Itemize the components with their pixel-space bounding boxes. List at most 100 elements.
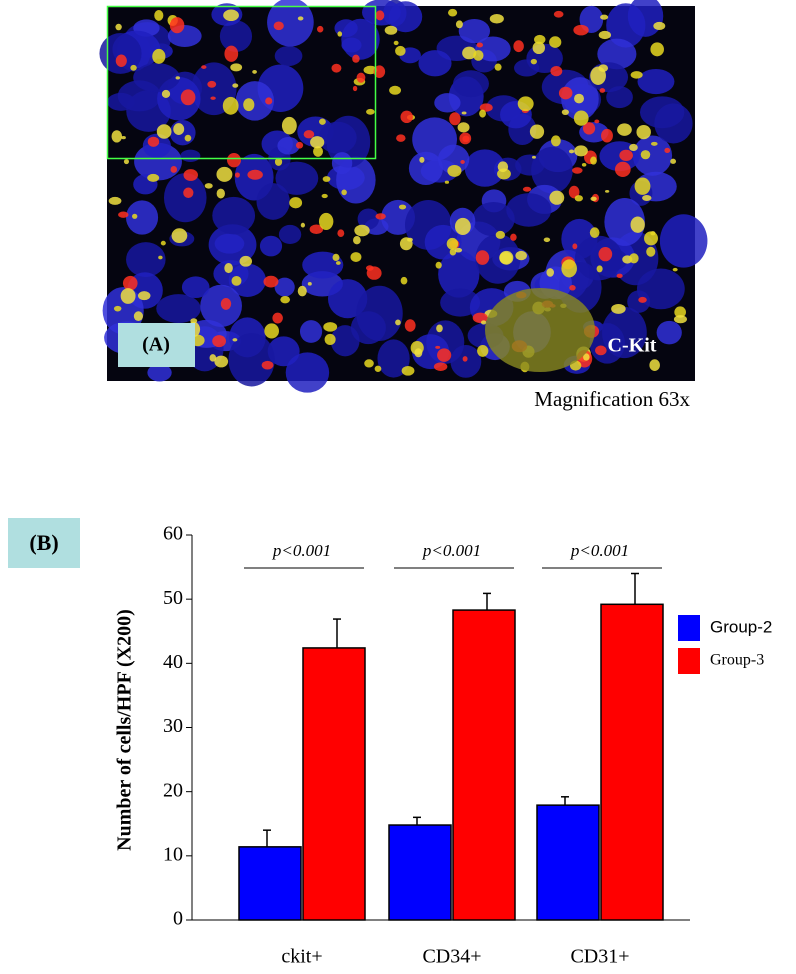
y-axis-label: Number of cells/HPF (X200) (114, 609, 136, 851)
cell (173, 123, 185, 136)
cell (235, 81, 275, 121)
cell (627, 290, 651, 313)
cell (630, 216, 645, 233)
cell (321, 193, 328, 199)
cell (274, 277, 295, 297)
cell (494, 63, 502, 71)
cell (549, 36, 562, 48)
significance-label: p<0.001 (570, 541, 629, 560)
cell (653, 21, 666, 31)
cell (604, 197, 645, 246)
cell (568, 185, 580, 199)
cell (418, 50, 452, 77)
cell (408, 151, 444, 185)
cell (161, 89, 171, 98)
cell (289, 197, 303, 209)
cell (672, 267, 678, 272)
cell (171, 228, 188, 244)
cell (247, 169, 263, 180)
x-tick-label: CD34+ (422, 946, 481, 968)
bar (536, 804, 600, 921)
cell (629, 143, 638, 152)
cell (272, 312, 283, 324)
cell (506, 193, 552, 227)
cell (517, 96, 534, 112)
cell (589, 227, 600, 238)
cell (227, 153, 241, 168)
cell (222, 96, 239, 115)
cell (497, 161, 509, 173)
cell (649, 359, 660, 371)
cell (447, 8, 458, 17)
cell (243, 98, 255, 112)
cell (583, 353, 590, 361)
cell (617, 123, 632, 136)
cell (184, 134, 192, 142)
cell (375, 213, 386, 220)
cell (454, 247, 463, 253)
cell (489, 13, 504, 24)
cell (353, 236, 361, 245)
cell (318, 212, 334, 230)
cell (335, 261, 341, 265)
cell (475, 250, 490, 265)
cell (461, 111, 467, 115)
cell (147, 363, 172, 382)
cell (604, 190, 610, 193)
y-tick-label: 0 (173, 908, 183, 930)
cell (438, 250, 480, 298)
cell (147, 136, 160, 147)
cell (590, 196, 597, 201)
cell (219, 20, 253, 52)
cell (108, 196, 122, 205)
cell (356, 285, 403, 341)
cell (475, 36, 511, 62)
y-tick-label: 50 (163, 587, 183, 609)
cell (180, 149, 201, 162)
cell (477, 344, 489, 357)
cell (384, 25, 398, 35)
cell (274, 157, 283, 166)
cell (154, 10, 164, 21)
cell (659, 214, 708, 268)
significance-label: p<0.001 (272, 541, 331, 560)
cell (214, 355, 229, 368)
cell (212, 196, 256, 235)
cell (375, 10, 385, 21)
cell (522, 186, 532, 192)
cell (433, 362, 448, 371)
cell (267, 0, 314, 47)
cell (638, 296, 647, 303)
cell (324, 333, 336, 346)
cell (133, 311, 143, 322)
cell (285, 352, 330, 393)
cell (277, 137, 300, 155)
cell (181, 276, 210, 299)
cell (125, 200, 159, 235)
cell (183, 187, 194, 198)
cell (531, 146, 573, 194)
cell (280, 295, 291, 304)
y-tick-label: 60 (163, 523, 183, 545)
cell (231, 275, 242, 286)
cell (636, 124, 651, 140)
cell (495, 230, 506, 239)
cell (366, 108, 375, 115)
bar (238, 846, 302, 921)
cell (274, 45, 303, 66)
cell (630, 71, 643, 79)
cell (278, 224, 302, 245)
cell (414, 348, 423, 358)
cell (472, 201, 515, 237)
cell (435, 261, 442, 269)
cell (499, 250, 514, 265)
cell (354, 224, 370, 237)
cell (341, 189, 347, 196)
cell (454, 217, 471, 235)
cell (553, 10, 564, 18)
cell (374, 365, 382, 372)
cell (598, 30, 612, 40)
cell (209, 354, 217, 362)
cell (637, 68, 675, 95)
cell (664, 147, 671, 154)
